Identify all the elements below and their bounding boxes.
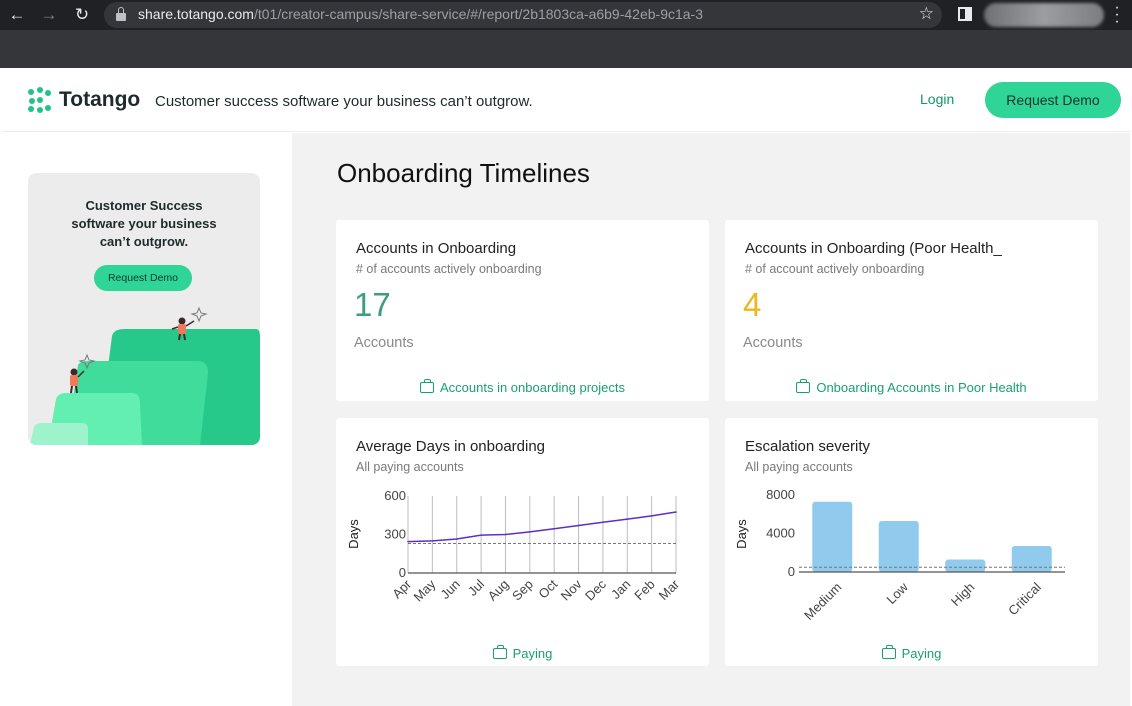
x-tick-label: Nov	[558, 576, 585, 603]
promo-banner: Customer Success software your business …	[28, 173, 260, 445]
data-point	[553, 527, 555, 530]
y-tick-label: 0	[788, 564, 795, 579]
briefcase-icon	[492, 645, 507, 659]
side-panel-icon[interactable]	[958, 7, 972, 21]
card-title: Accounts in Onboarding (Poor Health_	[745, 240, 1002, 257]
card-title: Accounts in Onboarding	[356, 240, 517, 257]
x-tick-label: Mar	[656, 576, 683, 603]
x-tick-label: Feb	[631, 577, 657, 603]
briefcase-icon	[419, 379, 434, 393]
accounts-onboarding-card: Accounts in Onboarding # of accounts act…	[336, 220, 709, 401]
promo-request-demo-button[interactable]: Request Demo	[94, 265, 192, 291]
y-axis-label: Days	[346, 519, 361, 549]
person-top-figure	[171, 317, 195, 341]
x-tick-label: Dec	[582, 576, 609, 603]
kpi-unit: Accounts	[354, 335, 414, 351]
card-subtitle: All paying accounts	[745, 460, 853, 474]
onboarding-projects-link[interactable]: Accounts in onboarding projects	[336, 379, 709, 395]
data-point	[480, 534, 482, 536]
kebab-menu-icon[interactable]: · · ·	[1114, 0, 1120, 30]
kpi-value: 17	[354, 286, 391, 323]
data-point	[455, 538, 458, 540]
briefcase-icon	[796, 379, 811, 393]
x-tick-label: Jan	[608, 577, 633, 602]
escalation-bar-chart: 0 4000 8000 Days Medium Low High Critical	[734, 487, 1065, 623]
page-title: Onboarding Timelines	[337, 158, 590, 188]
paying-link[interactable]: Paying	[336, 645, 709, 661]
bar	[1011, 546, 1052, 572]
data-point	[650, 515, 653, 517]
bookmark-star-icon[interactable]: ☆	[918, 4, 934, 23]
main-content: Onboarding Timelines Accounts in Onboard…	[292, 133, 1130, 706]
data-point	[407, 540, 409, 543]
y-tick-label: 300	[384, 527, 406, 542]
browser-address-strip: ← → ↻ share.totango.com/t01/creator-camp…	[0, 0, 1132, 30]
kpi-value: 4	[743, 286, 762, 323]
browser-toolbar: ← → ↻ share.totango.com/t01/creator-camp…	[0, 0, 1132, 68]
forward-arrow-icon[interactable]: →	[40, 5, 58, 24]
card-title: Average Days in onboarding	[356, 438, 546, 455]
x-tick-label: Critical	[1005, 579, 1044, 618]
bar	[945, 559, 986, 572]
reload-icon[interactable]: ↻	[74, 5, 90, 24]
x-tick-label: Jul	[465, 576, 487, 598]
data-point	[504, 533, 507, 536]
bar	[878, 520, 919, 572]
x-tick-label: Sep	[509, 577, 536, 604]
promo-text: Customer Success software your business …	[71, 198, 217, 249]
data-point	[675, 511, 677, 513]
data-point	[577, 524, 580, 527]
site-header: Totango Customer success software your b…	[2, 68, 1130, 132]
x-tick-label: High	[948, 580, 978, 610]
back-arrow-icon[interactable]: ←	[8, 5, 26, 24]
header-tagline: Customer success software your business …	[155, 93, 533, 110]
brand-name[interactable]: Totango	[59, 88, 141, 111]
poor-health-link[interactable]: Onboarding Accounts in Poor Health	[725, 379, 1098, 395]
avg-days-card: Average Days in onboarding All paying ac…	[336, 418, 709, 666]
x-tick-label: May	[411, 576, 439, 604]
card-subtitle: # of account actively onboarding	[745, 262, 925, 276]
request-demo-button[interactable]: Request Demo	[985, 82, 1121, 118]
briefcase-icon	[881, 645, 896, 659]
profile-chip[interactable]	[984, 3, 1104, 27]
y-tick-label: 4000	[766, 526, 795, 541]
x-tick-label: Medium	[801, 580, 844, 623]
y-tick-label: 600	[384, 488, 406, 503]
x-tick-label: Jun	[437, 577, 462, 602]
data-point	[602, 521, 604, 524]
data-point	[529, 531, 531, 533]
login-link[interactable]: Login	[920, 91, 955, 107]
series-line	[407, 511, 677, 543]
escalation-card: Escalation severity All paying accounts …	[725, 418, 1098, 666]
card-subtitle: All paying accounts	[356, 460, 464, 474]
data-point	[431, 540, 434, 542]
data-point	[626, 518, 629, 520]
kpi-unit: Accounts	[743, 335, 803, 351]
y-axis-label: Days	[734, 519, 749, 549]
x-tick-label: Oct	[535, 576, 560, 601]
address-bar[interactable]: share.totango.com/t01/creator-campus/sha…	[104, 2, 942, 28]
sidebar: Customer Success software your business …	[2, 133, 291, 706]
y-tick-label: 8000	[766, 487, 795, 502]
bar	[812, 501, 853, 572]
poor-health-card: Accounts in Onboarding (Poor Health_ # o…	[725, 220, 1098, 401]
paying-link[interactable]: Paying	[725, 645, 1098, 661]
card-subtitle: # of accounts actively onboarding	[356, 262, 542, 276]
url-text[interactable]: share.totango.com/t01/creator-campus/sha…	[138, 6, 703, 22]
totango-logo-icon[interactable]	[28, 87, 52, 113]
person-bottom-figure	[70, 368, 85, 394]
y-tick-label: 0	[399, 565, 406, 580]
card-title: Escalation severity	[745, 438, 871, 455]
promo-illustration	[30, 306, 260, 445]
x-tick-label: Low	[883, 579, 911, 607]
x-tick-label: Aug	[485, 577, 512, 604]
lock-icon[interactable]	[116, 7, 126, 21]
